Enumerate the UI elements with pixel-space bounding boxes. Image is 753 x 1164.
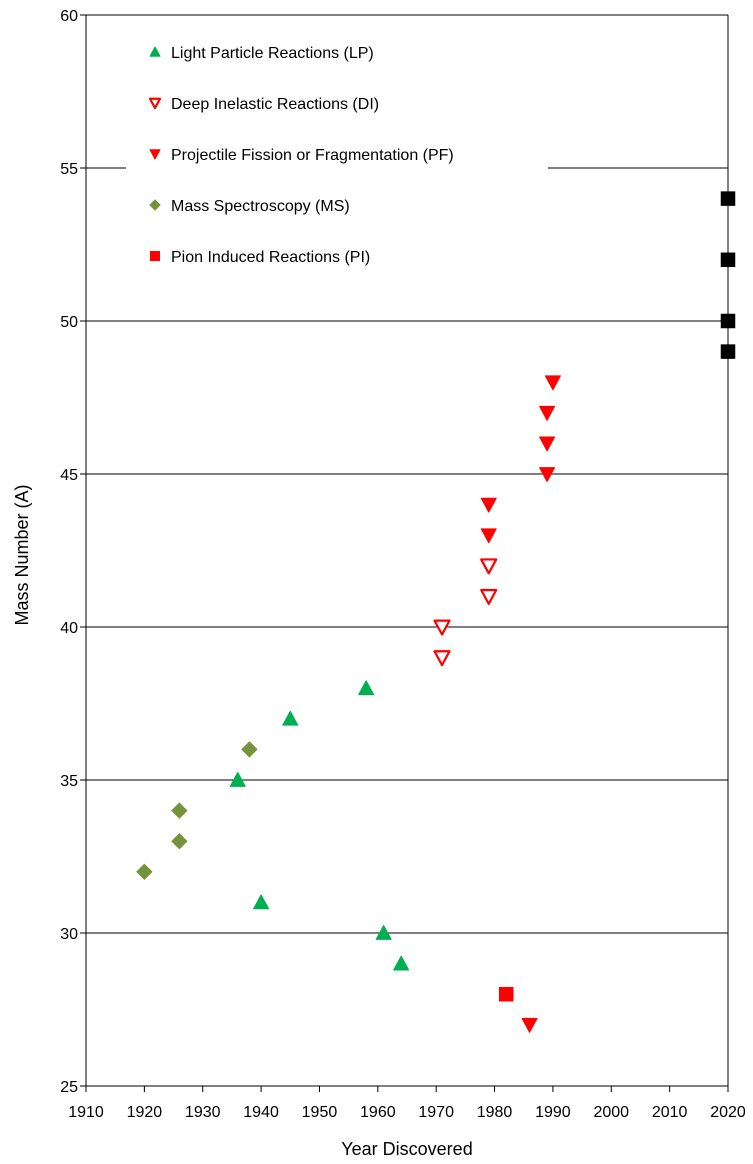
data-point-series-1 [433,650,451,667]
x-tick-label: 2000 [593,1104,629,1121]
data-point-series-1 [480,588,498,606]
data-point-series-3 [171,802,188,819]
data-point-series-5 [720,191,736,206]
data-point-series-2 [539,405,556,421]
legend-label: Projectile Fission or Fragmentation (PF) [171,147,454,164]
data-point-series-1 [480,558,498,575]
data-point-series-0 [229,772,246,787]
data-point-series-2 [544,375,561,391]
x-tick-label: 1940 [243,1104,279,1121]
x-tick-label: 1990 [535,1104,571,1121]
legend-box [126,25,548,285]
data-point-series-2 [521,1017,538,1033]
legend-background [126,25,548,285]
legend-marker-series-2 [149,149,161,160]
legend-marker-series-4 [150,251,160,261]
data-point-series-2 [539,467,556,482]
x-tick-label: 1950 [302,1104,338,1121]
x-tick-labels: 1910 1920 1930 1940 1950 1960 1970 1980 1990 2000… [68,1104,746,1121]
y-tick-label: 30 [60,926,78,943]
legend-label: Light Particle Reactions (LP) [171,45,374,62]
x-tick-label: 1920 [127,1104,163,1121]
legend-label: Pion Induced Reactions (PI) [171,249,370,266]
x-tick-label: 1960 [360,1104,396,1121]
x-tick-label: 1970 [418,1104,454,1121]
y-tick-label: 50 [60,314,78,331]
y-tick-label: 25 [60,1079,78,1096]
y-tick-label: 35 [60,773,78,790]
data-point-series-0 [358,680,375,696]
data-point-series-0 [282,710,299,726]
x-tick-label: 2010 [652,1104,688,1121]
data-point-series-0 [393,955,410,971]
y-tick-label: 60 [60,8,78,25]
data-point-series-0 [375,925,392,940]
legend: Light Particle Reactions (LP) Deep Inelas… [148,45,454,266]
x-axis-title: Year Discovered [341,1139,472,1159]
legend-label: Deep Inelastic Reactions (DI) [171,96,379,113]
data-point-series-5 [720,252,736,268]
y-tick-label: 40 [60,620,78,637]
y-axis-title: Mass Number (A) [12,484,32,625]
y-tick-labels: 25 30 35 40 45 50 55 60 [60,8,78,1096]
x-tick-label: 1980 [477,1104,513,1121]
data-point-series-1 [433,619,451,636]
data-point-series-3 [171,832,188,850]
y-tick-label: 55 [60,161,78,178]
data-points [136,191,736,1033]
legend-marker-series-1 [148,97,162,110]
legend-label: Mass Spectroscopy (MS) [171,198,350,215]
data-point-series-3 [136,863,153,881]
data-point-series-2 [480,497,497,513]
data-point-series-2 [539,436,556,452]
x-tick-label: 2020 [710,1104,746,1121]
data-point-series-5 [720,344,736,359]
x-tick-label: 1930 [185,1104,221,1121]
y-tick-label: 45 [60,467,78,484]
legend-marker-series-3 [149,199,161,211]
data-point-series-3 [241,741,258,758]
data-point-series-5 [720,313,736,329]
data-point-series-2 [480,528,497,544]
data-point-series-4 [498,986,514,1002]
x-tick-label: 1910 [68,1104,104,1121]
legend-marker-series-0 [149,46,161,57]
data-point-series-0 [253,894,270,910]
